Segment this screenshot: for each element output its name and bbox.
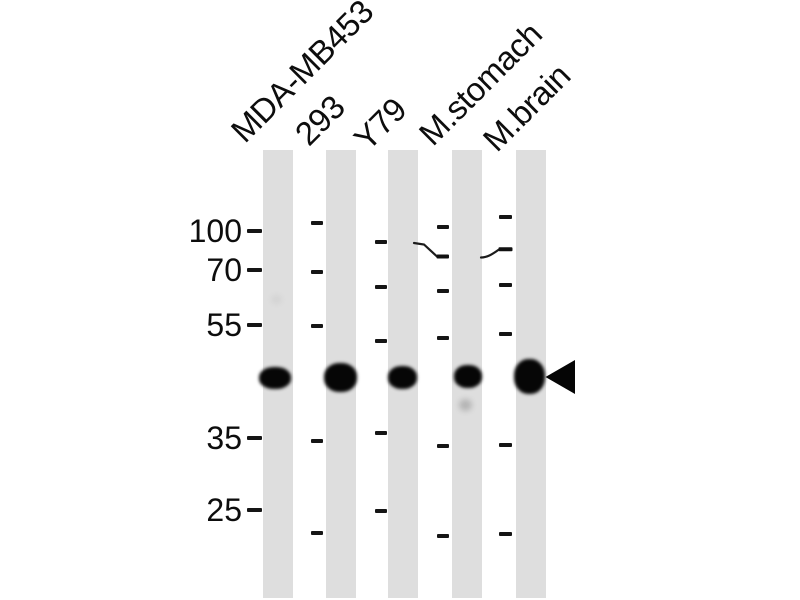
ladder-tick <box>437 444 449 448</box>
ladder-tick <box>375 285 387 289</box>
marker-weight-label-70: 70 <box>206 252 242 288</box>
band-pointer-arrowhead-icon <box>545 360 575 394</box>
ladder-tick <box>311 531 323 535</box>
marker-weight-label-100: 100 <box>188 213 242 249</box>
ladder-tick <box>437 225 449 229</box>
scratch-mark-tick-2 <box>498 247 513 252</box>
ladder-tick <box>375 509 387 513</box>
scratch-mark-2 <box>479 248 501 259</box>
ladder-tick <box>311 324 323 328</box>
ladder-tick <box>247 436 262 440</box>
ladder-tick <box>247 229 262 233</box>
faint-background-spot <box>458 399 472 411</box>
ladder-tick <box>437 289 449 293</box>
ladder-tick <box>247 508 262 512</box>
ladder-tick <box>499 215 512 219</box>
ladder-tick <box>499 532 512 536</box>
ladder-tick <box>247 323 262 327</box>
ladder-tick <box>437 336 449 340</box>
ladder-tick <box>375 431 387 435</box>
protein-band-lane-3 <box>387 365 417 389</box>
ladder-tick <box>375 339 387 343</box>
scratch-mark-1 <box>412 241 439 258</box>
ladder-tick <box>247 268 262 272</box>
protein-band-lane-5 <box>513 358 545 394</box>
marker-weight-label-55: 55 <box>206 307 242 343</box>
ladder-tick <box>499 283 512 287</box>
ladder-tick <box>311 221 323 225</box>
faint-background-spot <box>270 294 282 304</box>
marker-weight-label-25: 25 <box>206 492 242 528</box>
marker-weight-label-35: 35 <box>206 420 242 456</box>
protein-band-lane-4 <box>454 364 482 388</box>
protein-band-lane-1 <box>259 367 291 389</box>
ladder-tick <box>499 332 512 336</box>
ladder-tick <box>437 534 449 538</box>
protein-band-lane-2 <box>323 362 357 392</box>
ladder-tick <box>311 270 323 274</box>
scratch-mark-tick-1 <box>436 254 449 259</box>
ladder-tick <box>311 439 323 443</box>
ladder-tick <box>375 240 387 244</box>
ladder-tick <box>499 443 512 447</box>
